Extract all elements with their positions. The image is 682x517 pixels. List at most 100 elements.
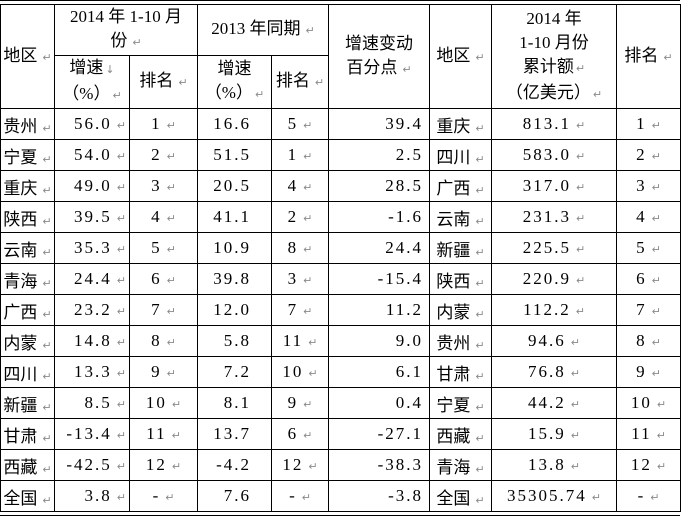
cell-text: 广西 — [3, 302, 38, 322]
header-period-2013-label: 2013 年同期 — [211, 19, 301, 38]
cell-text: 13.8 — [528, 455, 566, 474]
cell-text: 1 — [287, 145, 299, 164]
value-cell: 3 ↵ — [616, 170, 682, 202]
value-cell: 225.5 ↵ — [491, 232, 618, 264]
cell-end-mark: ↵ — [116, 181, 126, 194]
value-cell: 112.2 ↵ — [491, 294, 618, 326]
cell-text: -13.4 — [66, 424, 112, 443]
cell-text: 8 — [636, 331, 647, 350]
value-cell: 2 ↵ — [271, 201, 330, 233]
cell-end-mark: ↵ — [651, 119, 661, 132]
cell-text: 3.8 — [84, 486, 112, 505]
cell-text: 39.8 — [213, 269, 252, 288]
value-cell: 3.8 ↵ — [54, 480, 130, 512]
cell-end-mark: ↵ — [656, 460, 667, 473]
cell-text: 225.5 — [522, 238, 572, 257]
cell-text: 112.2 — [523, 300, 571, 319]
header-row-1: 地区 ↵ 2014 年 1-10 月 份 ↵ 2013 年同期 ↵ 增速变动 百分点 ↵… — [0, 4, 682, 109]
header-change-line1: 增速变动 — [345, 33, 414, 53]
cell-end-mark: ↵ — [303, 274, 313, 287]
cell-end-mark: ↵ — [651, 243, 661, 256]
value-cell: - ↵ — [616, 480, 682, 512]
header-period-2014-line2: 份 — [110, 31, 128, 50]
cell-text: 4 — [287, 176, 299, 195]
value-cell: 3 ↵ — [271, 263, 330, 295]
cell-end-mark: ↵ — [166, 119, 176, 132]
cell-text: 西藏 — [3, 457, 38, 477]
region-cell: 青海 ↵ — [0, 263, 55, 295]
cell-end-mark: ↵ — [254, 88, 265, 101]
cell-text: 广西 — [436, 178, 471, 198]
cell-text: 7 — [636, 300, 647, 319]
cell-end-mark: ↵ — [42, 121, 52, 135]
value-cell: 220.9 ↵ — [491, 263, 618, 295]
cell-text: 新疆 — [3, 395, 38, 415]
cell-text: 陕西 — [436, 271, 471, 291]
header-growth-2014-line1: 增速 — [69, 58, 104, 77]
cell-text: 813.1 — [522, 114, 572, 133]
cell-text: 2 — [287, 207, 299, 226]
cell-end-mark: ↵ — [116, 398, 126, 411]
cell-end-mark: ↵ — [570, 367, 580, 380]
cell-end-mark: ↵ — [575, 61, 586, 75]
region-cell: 宁夏 ↵ — [0, 139, 55, 171]
cell-text: 10 — [630, 393, 652, 412]
table-row: 云南 ↵ 35.3 ↵ 5 ↵ 10.9 8 ↵ 24.4 新疆 ↵ 225.5 ↵ 5 ↵ — [0, 232, 682, 264]
value-cell: -27.1 — [328, 418, 431, 450]
value-cell: 24.4 ↵ — [54, 263, 130, 295]
cell-text: 4 — [151, 207, 162, 226]
cell-end-mark: ↵ — [570, 398, 580, 411]
cell-end-mark: ↵ — [592, 87, 603, 101]
cell-text: 全国 — [436, 488, 471, 508]
cell-text: 10 — [145, 393, 167, 412]
cell-text: 0.4 — [395, 393, 424, 412]
cell-end-mark: ↵ — [303, 212, 313, 225]
cell-end-mark: ↵ — [116, 305, 126, 318]
cell-text: 49.0 — [74, 176, 112, 195]
cell-end-mark: ↵ — [651, 150, 661, 163]
cell-end-mark: ↵ — [166, 243, 176, 256]
cell-end-mark: ↵ — [112, 89, 122, 102]
cell-text: 12.0 — [213, 300, 252, 319]
cell-text: 35.3 — [74, 238, 112, 257]
header-growth-2014: 增速 ↓ （%） ↵ — [54, 55, 130, 109]
table-row: 贵州 ↵ 56.0 ↵ 1 ↵ 16.6 5 ↵ 39.4 重庆 ↵ 813.1 ↵ 1 ↵ — [0, 108, 682, 140]
cell-end-mark: ↵ — [132, 36, 142, 49]
cell-text: 14.8 — [74, 331, 112, 350]
cell-text: -15.4 — [377, 269, 424, 288]
cell-end-mark: ↵ — [116, 460, 126, 473]
value-cell: 13.7 — [197, 418, 273, 450]
header-rank-2013-label: 排名 — [275, 71, 310, 90]
cell-text: 陕西 — [3, 209, 38, 229]
cell-end-mark: ↵ — [651, 274, 661, 287]
header-rank-2014: 排名 ↵ — [128, 55, 199, 109]
cell-text: 8.1 — [223, 393, 252, 412]
region-cell: 贵州 ↵ — [0, 108, 55, 140]
cell-end-mark: ↵ — [303, 243, 313, 256]
value-cell: 9 ↵ — [616, 356, 682, 388]
cell-end-mark: ↵ — [576, 150, 586, 163]
cell-end-mark: ↵ — [475, 50, 485, 64]
value-cell: 20.5 — [197, 170, 273, 202]
cell-end-mark: ↵ — [166, 212, 176, 225]
value-cell: 35305.74 ↵ — [491, 480, 618, 512]
value-cell: 23.2 ↵ — [54, 294, 130, 326]
cell-text: 青海 — [3, 271, 38, 291]
cell-end-mark: ↵ — [475, 245, 485, 259]
value-cell: 2.5 — [328, 139, 431, 171]
cell-end-mark: ↵ — [475, 152, 485, 166]
value-cell: 9.0 — [328, 325, 431, 357]
cell-text: 全国 — [3, 488, 38, 508]
cell-text: 9 — [287, 393, 299, 412]
value-cell: 14.8 ↵ — [54, 325, 130, 357]
cell-end-mark: ↵ — [166, 367, 176, 380]
header-rank-total-label: 排名 — [624, 45, 659, 65]
cell-end-mark: ↵ — [475, 121, 485, 135]
cell-end-mark: ↵ — [303, 119, 313, 132]
cell-text: 西藏 — [436, 426, 471, 446]
cell-text: 10.9 — [213, 238, 252, 257]
cell-text: 宁夏 — [3, 147, 38, 167]
cell-text: 新疆 — [436, 240, 471, 260]
cell-end-mark: ↵ — [116, 150, 126, 163]
value-cell: 51.5 — [197, 139, 273, 171]
